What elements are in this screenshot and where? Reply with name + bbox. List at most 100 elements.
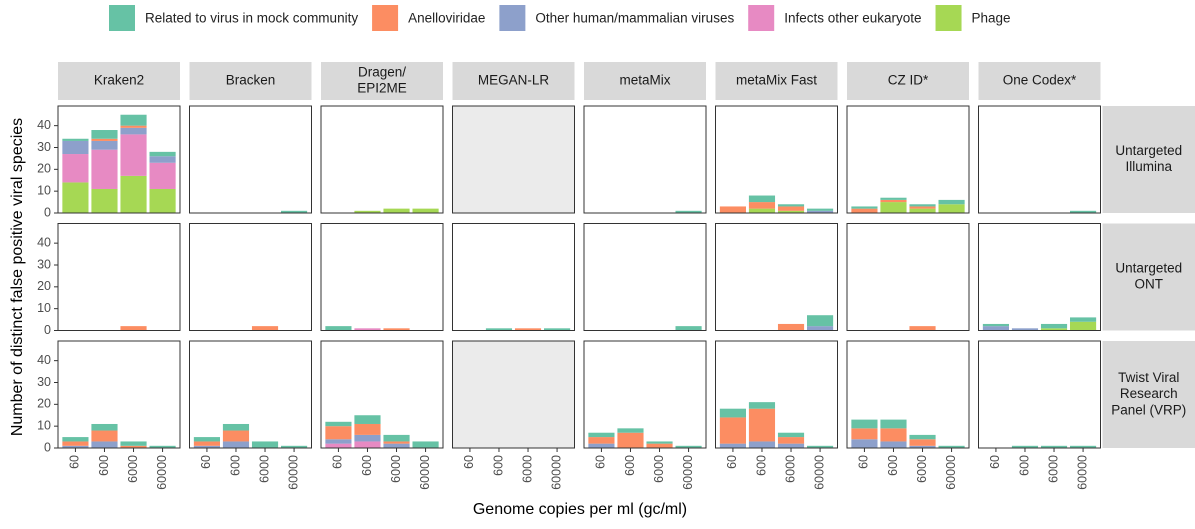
y-tick-label: 10 bbox=[37, 418, 51, 432]
legend-label: Related to virus in mock community bbox=[145, 11, 358, 26]
x-tick-label: 600 bbox=[97, 455, 111, 476]
bar-segment bbox=[749, 402, 775, 409]
y-tick-label: 20 bbox=[37, 397, 51, 411]
bar-segment bbox=[120, 115, 146, 126]
panel-background bbox=[321, 224, 443, 331]
bar-segment bbox=[1070, 322, 1096, 331]
x-tick-label: 60 bbox=[725, 455, 739, 469]
y-axis-label: Number of distinct false positive viral … bbox=[9, 118, 26, 436]
legend-label: Infects other eukaryote bbox=[784, 11, 921, 26]
bar-segment bbox=[880, 441, 906, 448]
x-tick-label: 600 bbox=[1017, 455, 1031, 476]
x-tick-label: 6000 bbox=[783, 455, 797, 483]
bar-segment bbox=[909, 435, 935, 439]
bar-segment bbox=[749, 209, 775, 213]
x-tick-label: 60 bbox=[331, 455, 345, 469]
bar-segment bbox=[62, 441, 88, 445]
x-tick-label: 60 bbox=[199, 455, 213, 469]
x-tick-label: 6000 bbox=[520, 455, 534, 483]
bar-segment bbox=[383, 441, 409, 443]
bar-segment bbox=[383, 435, 409, 442]
bar-segment bbox=[807, 209, 833, 211]
x-tick-label: 60000 bbox=[1075, 455, 1089, 490]
x-tick-label: 60000 bbox=[812, 455, 826, 490]
y-tick-label: 40 bbox=[37, 118, 51, 132]
bar-segment bbox=[778, 444, 804, 448]
x-tick-label: 6000 bbox=[1046, 455, 1060, 483]
bar-segment bbox=[413, 441, 439, 448]
bar-segment bbox=[91, 150, 117, 189]
bar-segment bbox=[325, 444, 351, 448]
panel-background bbox=[979, 106, 1101, 213]
bar-segment bbox=[194, 441, 220, 445]
x-tick-label: 6000 bbox=[257, 455, 271, 483]
panel-background bbox=[58, 224, 180, 331]
bar-segment bbox=[909, 209, 935, 213]
bar-segment bbox=[909, 204, 935, 206]
bar-segment bbox=[62, 139, 88, 141]
y-tick-label: 30 bbox=[37, 375, 51, 389]
bar-segment bbox=[880, 420, 906, 429]
bar-segment bbox=[909, 326, 935, 330]
bar-segment bbox=[851, 439, 877, 448]
bar-segment bbox=[91, 139, 117, 141]
bar-segment bbox=[588, 437, 614, 444]
bar-segment bbox=[120, 128, 146, 135]
y-tick-label: 0 bbox=[44, 440, 51, 454]
panel-background bbox=[847, 106, 969, 213]
bar-segment bbox=[778, 324, 804, 331]
bar-segment bbox=[676, 326, 702, 330]
x-tick-label: 60000 bbox=[681, 455, 695, 490]
bar-segment bbox=[354, 415, 380, 424]
bar-segment bbox=[749, 409, 775, 442]
bar-segment bbox=[252, 326, 278, 330]
y-tick-label: 20 bbox=[37, 279, 51, 293]
bar-segment bbox=[720, 409, 746, 418]
x-tick-label: 60000 bbox=[286, 455, 300, 490]
bar-segment bbox=[252, 441, 278, 448]
x-tick-label: 6000 bbox=[126, 455, 140, 483]
bar-segment bbox=[354, 441, 380, 448]
bar-segment bbox=[778, 433, 804, 437]
x-tick-label: 60000 bbox=[549, 455, 563, 490]
x-tick-label: 60 bbox=[594, 455, 608, 469]
bar-segment bbox=[150, 163, 176, 189]
bar-segment bbox=[325, 326, 351, 330]
bar-segment bbox=[383, 209, 409, 213]
column-strip-label: One Codex* bbox=[1003, 73, 1077, 88]
panel-background-empty bbox=[453, 341, 575, 448]
bar-segment bbox=[880, 202, 906, 213]
bar-segment bbox=[588, 444, 614, 448]
panel-background bbox=[453, 224, 575, 331]
bar-segment bbox=[851, 420, 877, 429]
column-strip-label: Dragen/EPI2ME bbox=[357, 64, 407, 95]
bar-segment bbox=[851, 206, 877, 208]
bar-segment bbox=[150, 152, 176, 156]
panel-background bbox=[584, 224, 706, 331]
bar-segment bbox=[778, 204, 804, 206]
column-strip-label: CZ ID* bbox=[888, 73, 929, 88]
bar-segment bbox=[807, 315, 833, 326]
column-strip-label: Kraken2 bbox=[94, 73, 144, 88]
bar-segment bbox=[120, 126, 146, 128]
x-tick-label: 6000 bbox=[389, 455, 403, 483]
bar-segment bbox=[778, 437, 804, 444]
bar-segment bbox=[617, 428, 643, 432]
y-tick-label: 40 bbox=[37, 353, 51, 367]
bar-segment bbox=[720, 417, 746, 443]
legend-label: Anelloviridae bbox=[408, 11, 485, 26]
bar-segment bbox=[720, 444, 746, 448]
column-strip-label: MEGAN-LR bbox=[478, 73, 550, 88]
bar-segment bbox=[223, 431, 249, 442]
x-tick-label: 600 bbox=[754, 455, 768, 476]
bar-segment bbox=[617, 433, 643, 448]
panel-background bbox=[716, 106, 838, 213]
x-tick-label: 600 bbox=[360, 455, 374, 476]
x-tick-label: 60 bbox=[857, 455, 871, 469]
bar-segment bbox=[194, 437, 220, 441]
bar-segment bbox=[354, 435, 380, 442]
bar-segment bbox=[851, 428, 877, 439]
bar-segment bbox=[383, 444, 409, 448]
